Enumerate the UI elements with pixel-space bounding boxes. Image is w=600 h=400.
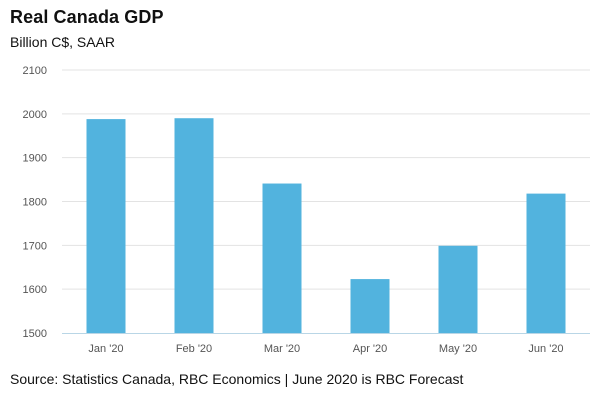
bars	[86, 118, 566, 334]
bar-mar-20	[262, 183, 302, 333]
chart-title: Real Canada GDP	[10, 7, 164, 27]
bar-may-20	[438, 245, 478, 333]
gridlines	[62, 69, 590, 290]
y-tick-label: 2000	[23, 109, 47, 121]
x-tick-label: Jan '20	[88, 343, 123, 355]
y-tick-label: 1700	[23, 240, 47, 252]
bar-apr-20	[350, 279, 390, 333]
bar-feb-20	[174, 118, 214, 333]
y-tick-label: 1900	[23, 153, 47, 165]
bar-jan-20	[86, 119, 126, 334]
y-tick-label: 2100	[23, 65, 47, 77]
x-tick-label: Mar '20	[264, 343, 300, 355]
bar-jun-20	[526, 193, 566, 333]
y-tick-label: 1800	[23, 197, 47, 209]
y-tick-label: 1500	[23, 328, 47, 340]
x-axis-ticks: Jan '20 Feb '20 Mar '20 Apr '20 May '20 Jun '…	[88, 343, 563, 355]
chart-subtitle: Billion C$, SAAR	[10, 34, 116, 50]
x-tick-label: Apr '20	[353, 343, 388, 355]
y-tick-label: 1600	[23, 284, 47, 296]
x-tick-label: Feb '20	[176, 343, 212, 355]
x-tick-label: Jun '20	[528, 343, 563, 355]
x-tick-label: May '20	[439, 343, 477, 355]
y-axis-ticks: 1500 1600 1700 1800 1900 2000 2100	[23, 65, 47, 340]
chart-source-note: Source: Statistics Canada, RBC Economics…	[10, 371, 464, 387]
